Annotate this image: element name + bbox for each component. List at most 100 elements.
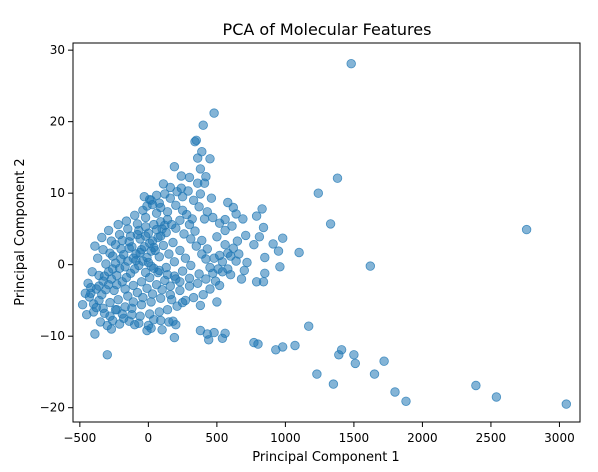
data-point — [149, 242, 159, 253]
data-point — [138, 256, 148, 266]
data-point — [254, 232, 265, 242]
data-point — [401, 396, 411, 407]
data-point — [390, 387, 400, 397]
data-point — [260, 252, 270, 263]
data-point — [195, 189, 206, 199]
data-point — [214, 280, 225, 291]
data-point — [92, 253, 103, 263]
data-point — [107, 251, 118, 261]
data-point — [121, 216, 132, 226]
data-point — [184, 273, 195, 284]
data-point — [209, 108, 219, 118]
data-point — [180, 253, 191, 263]
y-tick-label: 0 — [57, 258, 65, 272]
data-point — [175, 215, 185, 226]
x-tick-label: 2000 — [407, 431, 438, 445]
data-point — [124, 316, 134, 326]
x-tick-label: 3000 — [544, 431, 575, 445]
data-point — [184, 172, 195, 183]
data-point — [140, 267, 151, 278]
data-point — [172, 186, 182, 197]
data-point — [273, 246, 284, 256]
data-point — [239, 265, 250, 276]
data-point — [203, 335, 214, 345]
data-point — [202, 244, 213, 254]
data-point — [129, 264, 140, 274]
data-point — [90, 329, 100, 339]
y-tick-label: −10 — [40, 329, 65, 343]
data-point — [169, 161, 180, 172]
data-point — [131, 249, 141, 259]
data-point — [240, 230, 251, 241]
data-point — [124, 237, 134, 247]
y-axis-ticks: −20 −10 0 10 20 30 — [40, 43, 73, 415]
data-point — [176, 171, 187, 181]
plot-frame — [72, 42, 581, 423]
data-point — [171, 200, 181, 211]
data-point — [172, 301, 182, 311]
data-point — [98, 276, 108, 286]
data-point — [175, 285, 185, 296]
data-point — [98, 244, 108, 255]
chart-title: PCA of Molecular Features — [223, 20, 432, 39]
data-point — [139, 242, 150, 252]
data-point — [132, 219, 143, 229]
x-axis-ticks: −500 0 500 1000 1500 2000 2500 3000 — [63, 422, 575, 445]
data-point — [192, 153, 203, 163]
data-point — [154, 252, 165, 262]
data-point — [491, 392, 502, 402]
data-point — [236, 274, 247, 284]
data-point — [325, 219, 336, 229]
data-point — [179, 229, 189, 239]
data-point — [98, 303, 108, 314]
data-point — [155, 315, 166, 326]
data-point — [290, 340, 300, 351]
data-point — [260, 268, 270, 279]
data-point — [140, 231, 151, 241]
data-point — [128, 280, 139, 291]
data-point — [214, 218, 225, 228]
data-point — [155, 293, 166, 304]
data-point — [332, 173, 343, 183]
data-point — [183, 186, 193, 196]
data-point — [369, 369, 380, 379]
data-point — [83, 278, 93, 289]
x-tick-label: 2500 — [476, 431, 507, 445]
data-point — [123, 224, 133, 234]
data-point — [87, 267, 97, 277]
data-point — [105, 311, 115, 321]
data-point — [258, 222, 269, 233]
data-point — [192, 278, 203, 289]
data-point — [132, 229, 143, 240]
data-point — [206, 193, 217, 203]
y-tick-label: −20 — [40, 401, 65, 415]
data-point — [97, 232, 107, 243]
data-point — [191, 241, 202, 251]
data-point — [117, 309, 128, 319]
data-point — [190, 226, 200, 236]
data-point — [186, 234, 196, 244]
data-point — [220, 225, 230, 236]
data-point — [313, 188, 324, 198]
data-point — [164, 249, 174, 259]
data-point — [188, 195, 199, 206]
data-point — [168, 237, 178, 248]
data-point — [304, 321, 314, 331]
data-point — [194, 269, 204, 279]
data-point — [120, 284, 130, 294]
data-point — [106, 324, 117, 334]
data-point — [95, 317, 106, 327]
data-point — [205, 154, 215, 164]
data-point — [180, 295, 191, 306]
data-point — [268, 239, 278, 249]
data-point — [177, 205, 188, 216]
data-point — [188, 292, 199, 303]
data-point — [294, 247, 304, 258]
data-point — [177, 266, 188, 276]
data-point — [312, 369, 322, 379]
data-point — [121, 272, 132, 283]
y-tick-label: 30 — [50, 43, 65, 57]
data-point — [227, 221, 237, 231]
data-point — [231, 256, 241, 266]
data-point — [114, 263, 125, 274]
